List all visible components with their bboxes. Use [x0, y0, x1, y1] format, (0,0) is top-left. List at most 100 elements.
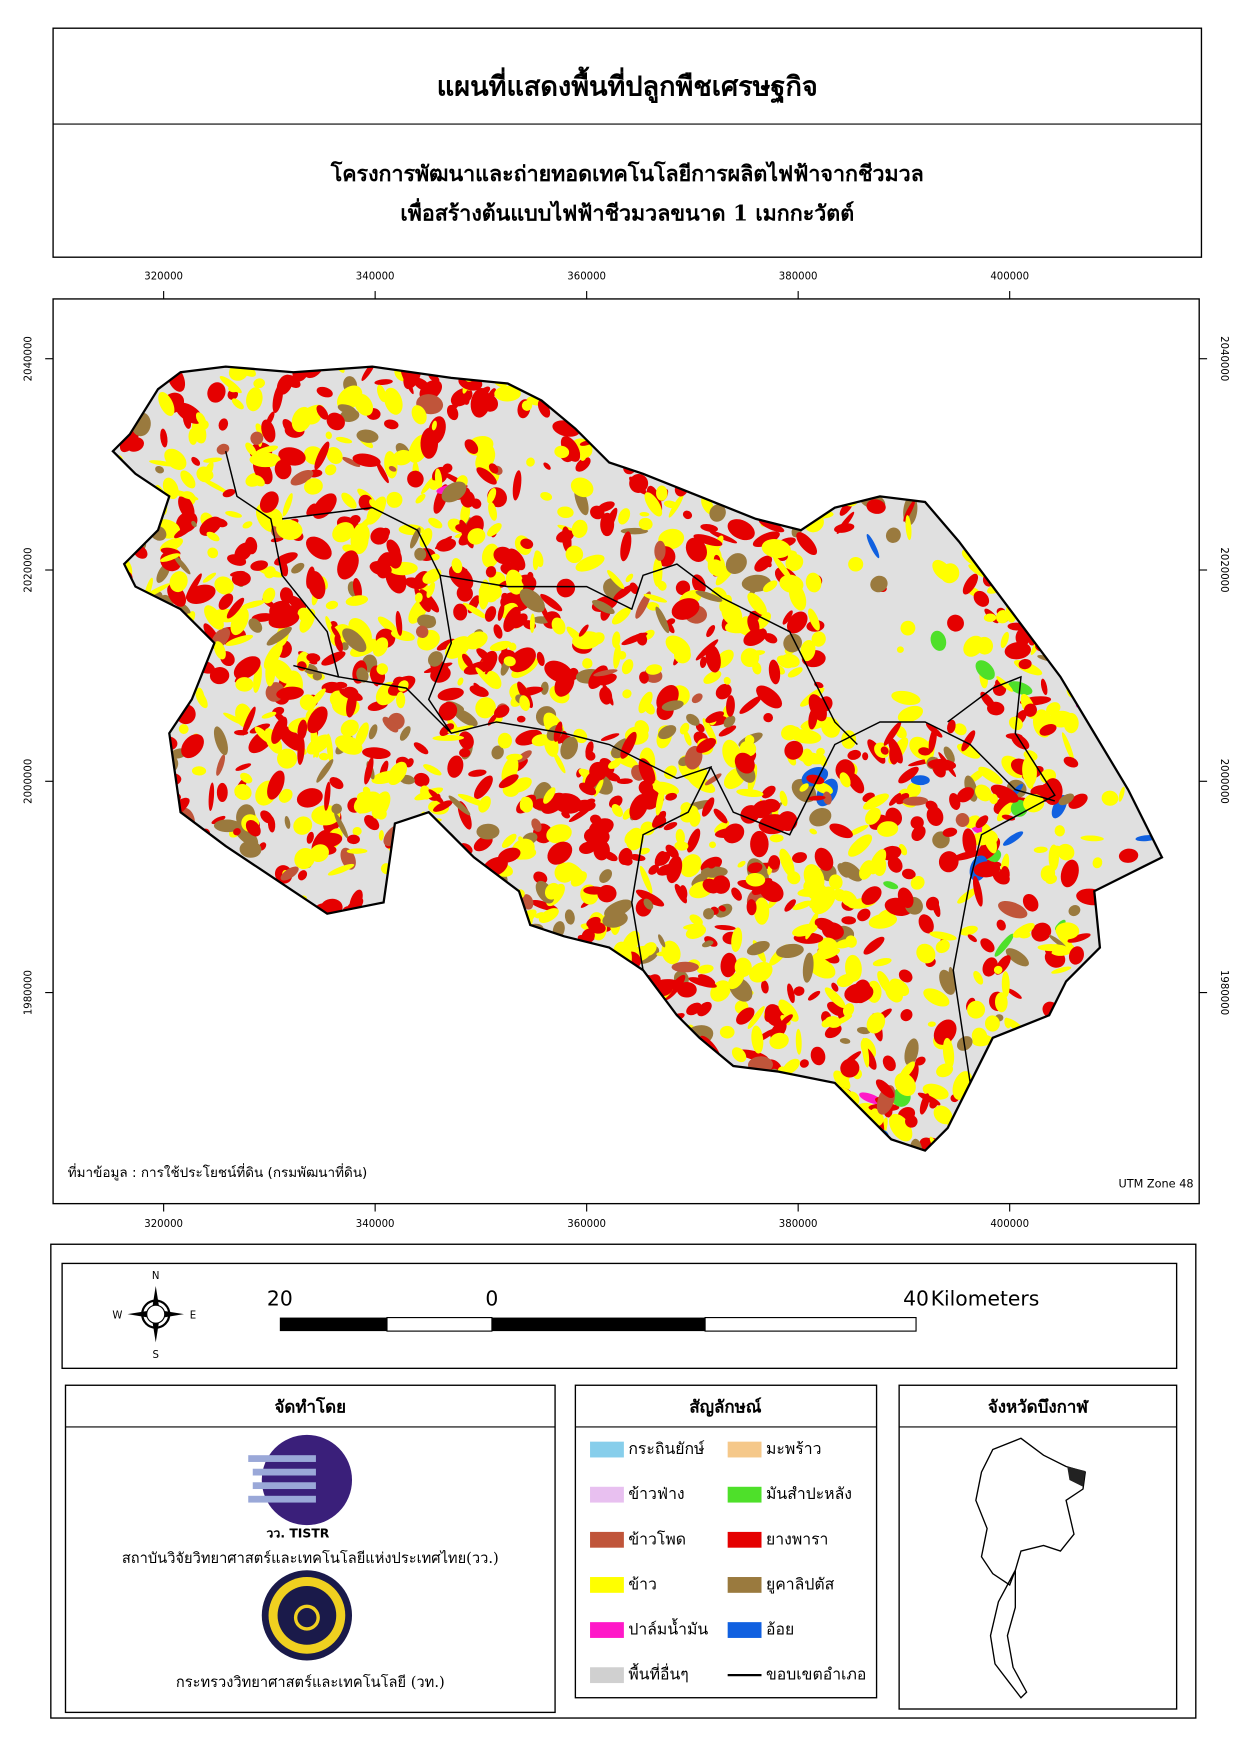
legend-label: ขอบเขตอำเภอ — [766, 1665, 866, 1684]
land-use-patch — [776, 943, 804, 959]
land-use-patch — [374, 379, 393, 385]
land-use-patch — [883, 721, 902, 746]
land-use-patch — [462, 395, 470, 405]
land-use-patch — [721, 602, 743, 626]
land-use-patch — [882, 1055, 896, 1072]
land-use-patch — [803, 864, 825, 892]
land-use-patch — [980, 691, 996, 710]
land-use-patch — [695, 639, 719, 661]
x-coordinate-label: 360000 — [567, 1219, 606, 1230]
land-use-patch — [446, 404, 459, 421]
land-use-patch — [665, 792, 678, 801]
land-use-patch — [806, 774, 825, 785]
land-use-patch — [787, 667, 803, 678]
land-use-patch — [691, 693, 703, 704]
land-use-patch — [263, 642, 283, 670]
land-use-patch — [983, 613, 997, 622]
x-coordinate-label: 320000 — [144, 271, 183, 282]
x-coordinate-label: 400000 — [990, 271, 1029, 282]
land-use-patch — [428, 651, 443, 667]
subtitle: เพื่อสร้างต้นแบบไฟฟ้าชีวมวลขนาด 1 เมกกะว… — [400, 197, 854, 226]
land-use-patch — [419, 528, 433, 548]
land-use-patch — [382, 716, 399, 733]
land-use-patch — [155, 466, 165, 474]
land-use-patch — [453, 603, 468, 621]
land-use-patch — [473, 835, 493, 852]
legend-swatch — [590, 1667, 624, 1684]
land-use-patch — [866, 1012, 886, 1034]
land-use-patch — [998, 900, 1028, 919]
land-use-patch — [635, 591, 651, 619]
land-use-patch — [551, 617, 566, 635]
land-use-patch — [955, 813, 970, 827]
land-use-patch — [701, 797, 715, 817]
legend-swatch — [590, 1441, 624, 1458]
land-use-patch — [509, 647, 536, 673]
land-use-patch — [1061, 732, 1075, 762]
land-use-patch — [517, 847, 537, 860]
land-use-patch — [973, 861, 1001, 878]
land-use-patch — [682, 510, 693, 520]
land-use-patch — [182, 411, 192, 429]
land-use-patch — [611, 607, 631, 625]
land-use-patch — [674, 841, 689, 851]
land-use-patch — [426, 582, 436, 598]
land-use-patch — [387, 761, 408, 786]
land-use-patch — [809, 807, 832, 827]
land-use-patch — [554, 862, 575, 883]
land-use-patch — [267, 770, 285, 800]
land-use-patch — [824, 1016, 842, 1028]
legend-label: ข้าว — [628, 1574, 657, 1593]
y-coordinate-label: 1980000 — [23, 970, 34, 1015]
land-use-patch — [227, 554, 247, 566]
land-use-patch — [388, 465, 397, 472]
land-use-patch — [296, 788, 323, 808]
land-use-patch — [470, 388, 491, 418]
land-use-patch — [686, 828, 701, 853]
land-use-patch — [746, 899, 757, 916]
land-use-patch — [481, 543, 500, 568]
land-use-patch — [556, 530, 574, 543]
land-use-patch — [519, 796, 527, 811]
land-use-patch — [278, 788, 293, 803]
land-use-patch — [341, 492, 357, 509]
land-use-patch — [460, 502, 471, 524]
land-use-patch — [822, 791, 832, 805]
land-use-patch — [430, 665, 451, 683]
land-use-patch — [575, 457, 591, 472]
land-use-patch — [536, 651, 545, 667]
land-use-patch — [680, 802, 691, 813]
land-use-patch — [714, 820, 730, 834]
land-use-patch — [451, 558, 463, 574]
land-use-patch — [602, 770, 621, 782]
land-use-patch — [422, 568, 442, 584]
land-use-patch — [207, 547, 219, 559]
land-use-patch — [622, 689, 632, 699]
land-use-patch — [960, 925, 978, 936]
land-use-patch — [216, 782, 228, 803]
land-use-patch — [376, 461, 389, 484]
land-use-patch — [331, 626, 341, 640]
land-use-patch — [868, 913, 898, 929]
land-use-patch — [620, 855, 633, 866]
logo-stripe — [248, 1455, 316, 1462]
land-use-patch — [655, 851, 671, 866]
land-use-patch — [863, 793, 889, 810]
legend-label: ปาล์มน้ำมัน — [628, 1618, 708, 1639]
land-use-patch — [1039, 723, 1057, 736]
land-use-patch — [486, 584, 502, 600]
header-box — [52, 27, 1203, 258]
land-use-patch — [259, 491, 279, 513]
land-use-patch — [685, 925, 707, 939]
compass-label: W — [112, 1310, 122, 1321]
land-use-patch — [799, 1059, 809, 1068]
land-use-patch — [521, 400, 533, 411]
land-use-patch — [213, 726, 228, 756]
land-use-patch — [663, 821, 678, 831]
land-use-patch — [520, 538, 534, 549]
land-use-patch — [885, 982, 904, 1003]
land-use-patch — [225, 511, 242, 518]
legend-items: กระถินยักษ์ มะพร้าวข้าวฟ่าง มันสำปะหลังข้า… — [590, 1439, 866, 1684]
land-use-patch — [560, 436, 581, 462]
land-use-patch — [186, 584, 216, 604]
